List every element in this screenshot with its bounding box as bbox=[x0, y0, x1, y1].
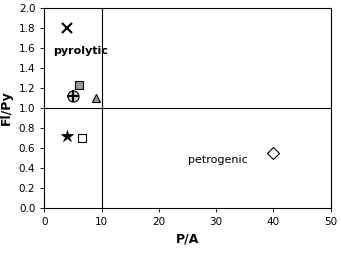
Y-axis label: Fl/Py: Fl/Py bbox=[0, 91, 13, 125]
Text: petrogenic: petrogenic bbox=[188, 155, 247, 165]
Text: pyrolytic: pyrolytic bbox=[53, 46, 108, 56]
X-axis label: P/A: P/A bbox=[176, 233, 199, 246]
